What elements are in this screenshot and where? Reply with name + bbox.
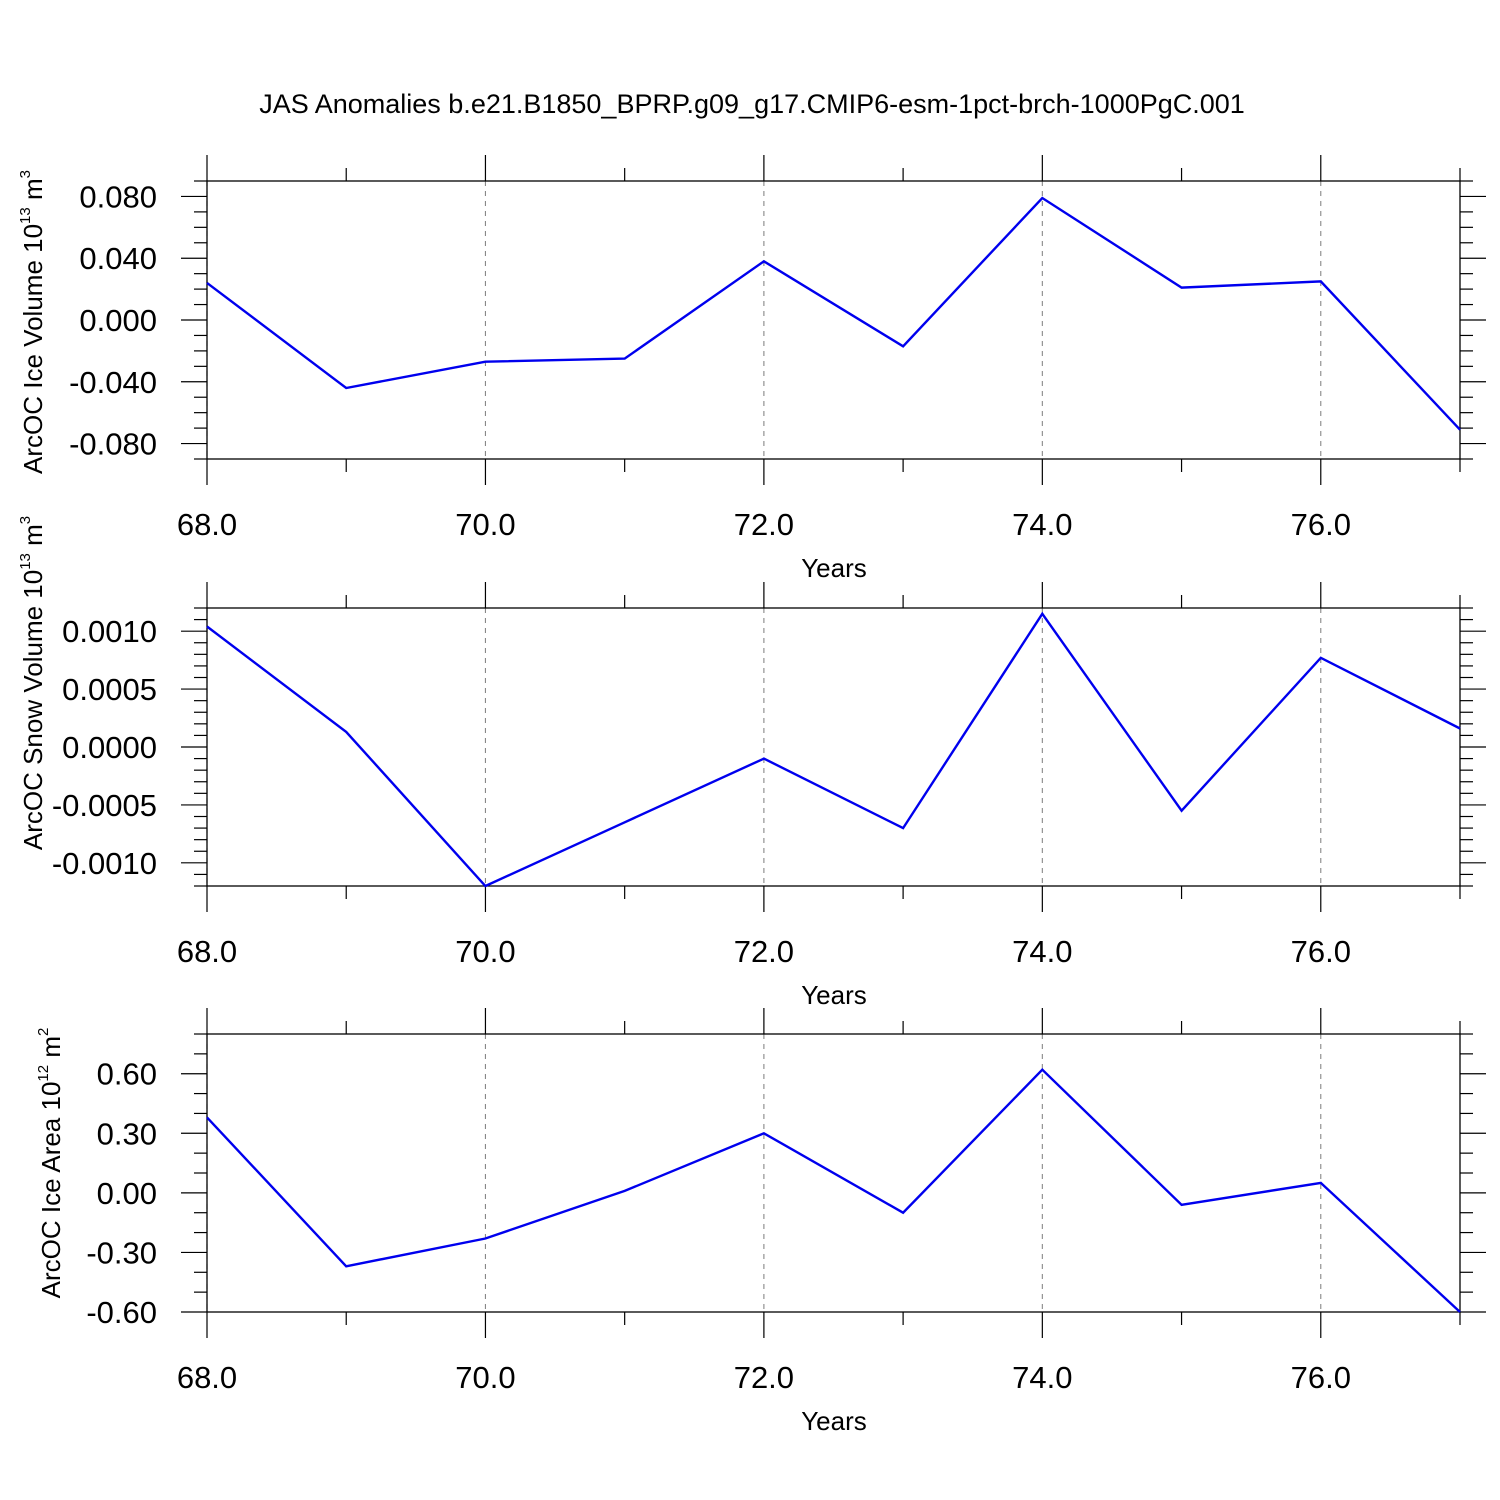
data-series-line — [206, 611, 1461, 888]
x-tick-label: 70.0 — [455, 1360, 515, 1395]
y-tick-label: 0.0005 — [62, 672, 157, 707]
y-tick-label: 0.60 — [97, 1057, 157, 1092]
x-tick-label: 72.0 — [734, 1360, 794, 1395]
y-tick-label: -0.0010 — [52, 846, 157, 881]
x-tick-label: 74.0 — [1012, 1360, 1072, 1395]
y-tick-label: 0.0010 — [62, 614, 157, 649]
x-tick-label: 68.0 — [177, 934, 237, 969]
x-tick-label: 70.0 — [455, 934, 515, 969]
y-axis-label: ArcOC Ice Volume 1013 m3 — [17, 170, 48, 474]
y-tick-label: -0.60 — [86, 1295, 157, 1330]
y-tick-label: 0.0000 — [62, 730, 157, 765]
plot-frame — [206, 180, 1461, 460]
x-axis-label: Years — [801, 1406, 867, 1436]
x-tick-label: 70.0 — [455, 507, 515, 542]
y-tick-label: -0.30 — [86, 1235, 157, 1270]
x-axis-label: Years — [801, 553, 867, 583]
panel-1: 68.0 70.0 72.0 74.0 76.0 Years 0.080 0.040 0.000… — [17, 155, 1486, 583]
chart-title: JAS Anomalies b.e21.B1850_BPRP.g09_g17.C… — [259, 89, 1245, 119]
data-series-line — [206, 1068, 1461, 1313]
x-axis-label: Years — [801, 980, 867, 1010]
y-axis-label: ArcOC Snow Volume 1013 m3 — [17, 516, 48, 850]
x-tick-label: 76.0 — [1291, 934, 1351, 969]
plot-frame — [206, 1033, 1461, 1313]
x-tick-label: 76.0 — [1291, 507, 1351, 542]
y-tick-label: 0.080 — [79, 179, 157, 214]
x-tick-label: 74.0 — [1012, 934, 1072, 969]
x-tick-label: 76.0 — [1291, 1360, 1351, 1395]
y-axis-label: ArcOC Ice Area 1012 m2 — [35, 1028, 66, 1299]
x-tick-label: 68.0 — [177, 1360, 237, 1395]
y-tick-label: -0.0005 — [52, 788, 157, 823]
data-series-line — [206, 196, 1461, 431]
y-tick-label: 0.30 — [97, 1116, 157, 1151]
y-tick-label: 0.000 — [79, 303, 157, 338]
y-tick-label: 0.00 — [97, 1176, 157, 1211]
panel-2: 68.0 70.0 72.0 74.0 76.0 Years 0.0010 0.0005 0.0… — [17, 516, 1486, 1010]
plot-frame — [206, 607, 1461, 887]
y-tick-label: 0.040 — [79, 241, 157, 276]
panel-3: 68.0 70.0 72.0 74.0 76.0 Years 0.60 0.30 0.00 -0.… — [35, 1008, 1486, 1436]
y-tick-label: -0.080 — [69, 427, 157, 462]
y-tick-label: -0.040 — [69, 365, 157, 400]
x-tick-label: 72.0 — [734, 934, 794, 969]
x-tick-label: 74.0 — [1012, 507, 1072, 542]
x-tick-label: 72.0 — [734, 507, 794, 542]
x-tick-label: 68.0 — [177, 507, 237, 542]
